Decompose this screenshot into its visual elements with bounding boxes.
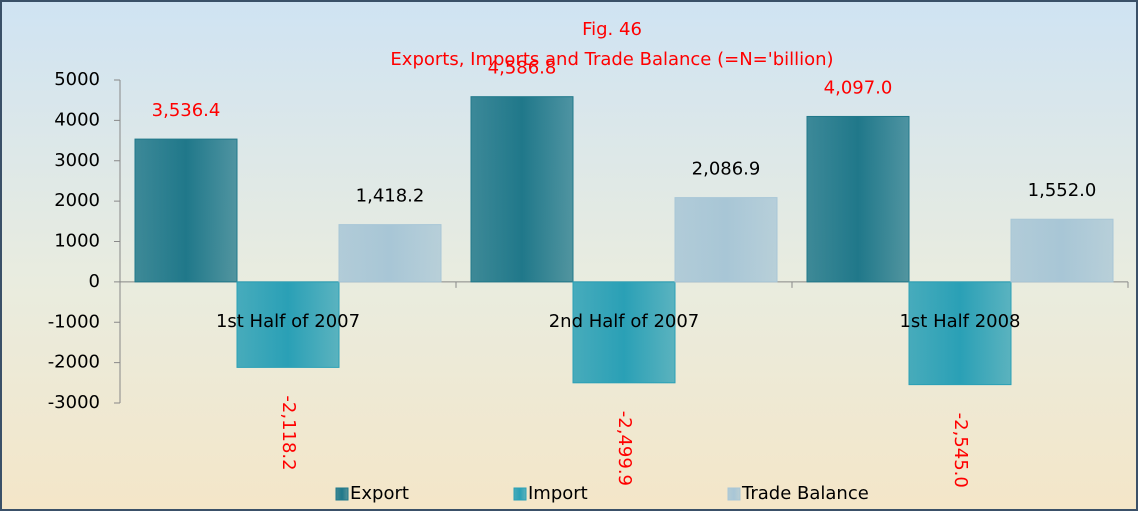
legend-swatch [727,487,741,501]
y-tick-label: 1000 [54,231,100,252]
data-label: 4,097.0 [824,77,893,98]
legend-swatch [335,487,349,501]
data-label: -2,499.9 [614,411,635,486]
chart-subtitle: Exports, Imports and Trade Balance (=N='… [390,49,833,70]
data-label: -2,545.0 [950,413,971,488]
x-tick-label: 1st Half 2008 [899,311,1020,332]
y-tick-label: 4000 [54,109,100,130]
data-label: 1,418.2 [356,186,425,207]
bar [236,281,340,368]
data-label: 4,586.8 [488,58,557,79]
bar [908,281,1012,386]
y-tick-label: -1000 [48,311,100,332]
chart-title: Fig. 46 [582,19,642,40]
y-tick-label: 2000 [54,190,100,211]
bar [674,197,778,283]
data-label: 1,552.0 [1028,180,1097,201]
bar [572,281,676,384]
y-tick-label: -3000 [48,392,100,413]
legend-label: Trade Balance [741,483,869,504]
bar [470,96,574,283]
data-label: 2,086.9 [692,159,761,180]
data-label: 3,536.4 [152,100,221,121]
data-label: -2,118.2 [278,395,299,470]
bar [134,138,238,283]
legend-label: Import [528,483,588,504]
y-tick-label: -2000 [48,352,100,373]
x-tick-label: 2nd Half of 2007 [549,311,700,332]
bar [338,224,442,283]
y-tick-label: 3000 [54,150,100,171]
y-tick-label: 5000 [54,69,100,90]
legend-swatch [513,487,527,501]
legend-label: Export [350,483,409,504]
bar [1010,218,1114,283]
bar [806,115,910,283]
y-tick-label: 0 [89,271,100,292]
x-tick-label: 1st Half of 2007 [216,311,360,332]
